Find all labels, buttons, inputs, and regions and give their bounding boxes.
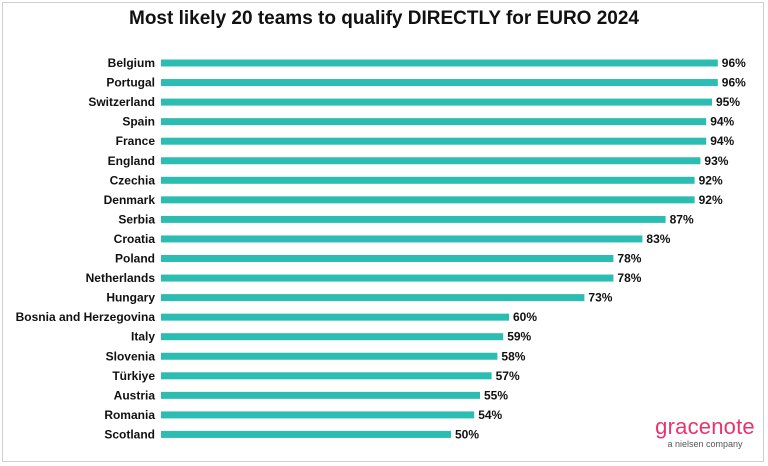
category-label: Hungary [106, 291, 155, 305]
category-label: France [116, 134, 156, 148]
value-label: 54% [478, 408, 502, 422]
category-label: Belgium [108, 56, 155, 70]
bar [161, 59, 718, 67]
value-label: 87% [670, 212, 694, 226]
bar [161, 118, 707, 126]
value-label: 58% [501, 349, 525, 363]
value-label: 57% [496, 369, 520, 383]
value-label: 96% [722, 76, 746, 90]
bar [161, 333, 504, 341]
value-label: 78% [617, 252, 641, 266]
category-label: Austria [114, 388, 156, 402]
category-label: Portugal [106, 76, 155, 90]
bar [161, 274, 614, 282]
value-label: 59% [507, 330, 531, 344]
gracenote-logo: gracenote a nielsen company [650, 416, 760, 450]
chart-frame [2, 2, 764, 462]
value-label: 92% [699, 193, 723, 207]
category-label: Netherlands [86, 271, 156, 285]
category-label: Romania [104, 408, 155, 422]
category-label: Switzerland [88, 95, 155, 109]
bar [161, 411, 475, 419]
category-label: England [108, 154, 155, 168]
category-label: Italy [131, 330, 155, 344]
value-label: 95% [716, 95, 740, 109]
value-label: 78% [617, 271, 641, 285]
logo-tagline: a nielsen company [667, 439, 743, 449]
category-label: Spain [122, 115, 155, 129]
category-label: Denmark [104, 193, 156, 207]
value-label: 93% [704, 154, 728, 168]
category-label: Slovenia [106, 349, 156, 363]
bar [161, 98, 712, 106]
bar [161, 176, 695, 184]
bar [161, 313, 509, 321]
bar [161, 215, 666, 223]
category-label: Czechia [110, 173, 156, 187]
category-label: Croatia [114, 232, 156, 246]
value-label: 60% [513, 310, 537, 324]
value-label: 92% [699, 173, 723, 187]
value-label: 55% [484, 388, 508, 402]
chart-title: Most likely 20 teams to qualify DIRECTLY… [129, 8, 639, 29]
bar [161, 294, 585, 302]
bar [161, 79, 718, 87]
bar [161, 352, 498, 360]
value-label: 73% [588, 291, 612, 305]
bar [161, 391, 480, 399]
bar [161, 430, 451, 438]
category-label: Poland [115, 252, 155, 266]
category-label: Bosnia and Herzegovina [16, 310, 156, 324]
value-label: 96% [722, 56, 746, 70]
category-label: Türkiye [112, 369, 155, 383]
bar [161, 372, 492, 380]
category-label: Serbia [118, 212, 155, 226]
value-label: 94% [710, 115, 734, 129]
value-label: 94% [710, 134, 734, 148]
bar [161, 157, 701, 165]
logo-name: gracenote [655, 414, 755, 439]
category-label: Scotland [104, 427, 155, 441]
bar [161, 137, 707, 145]
bar [161, 235, 643, 243]
value-label: 83% [646, 232, 670, 246]
bar [161, 196, 695, 204]
value-label: 50% [455, 427, 479, 441]
bar [161, 255, 614, 262]
